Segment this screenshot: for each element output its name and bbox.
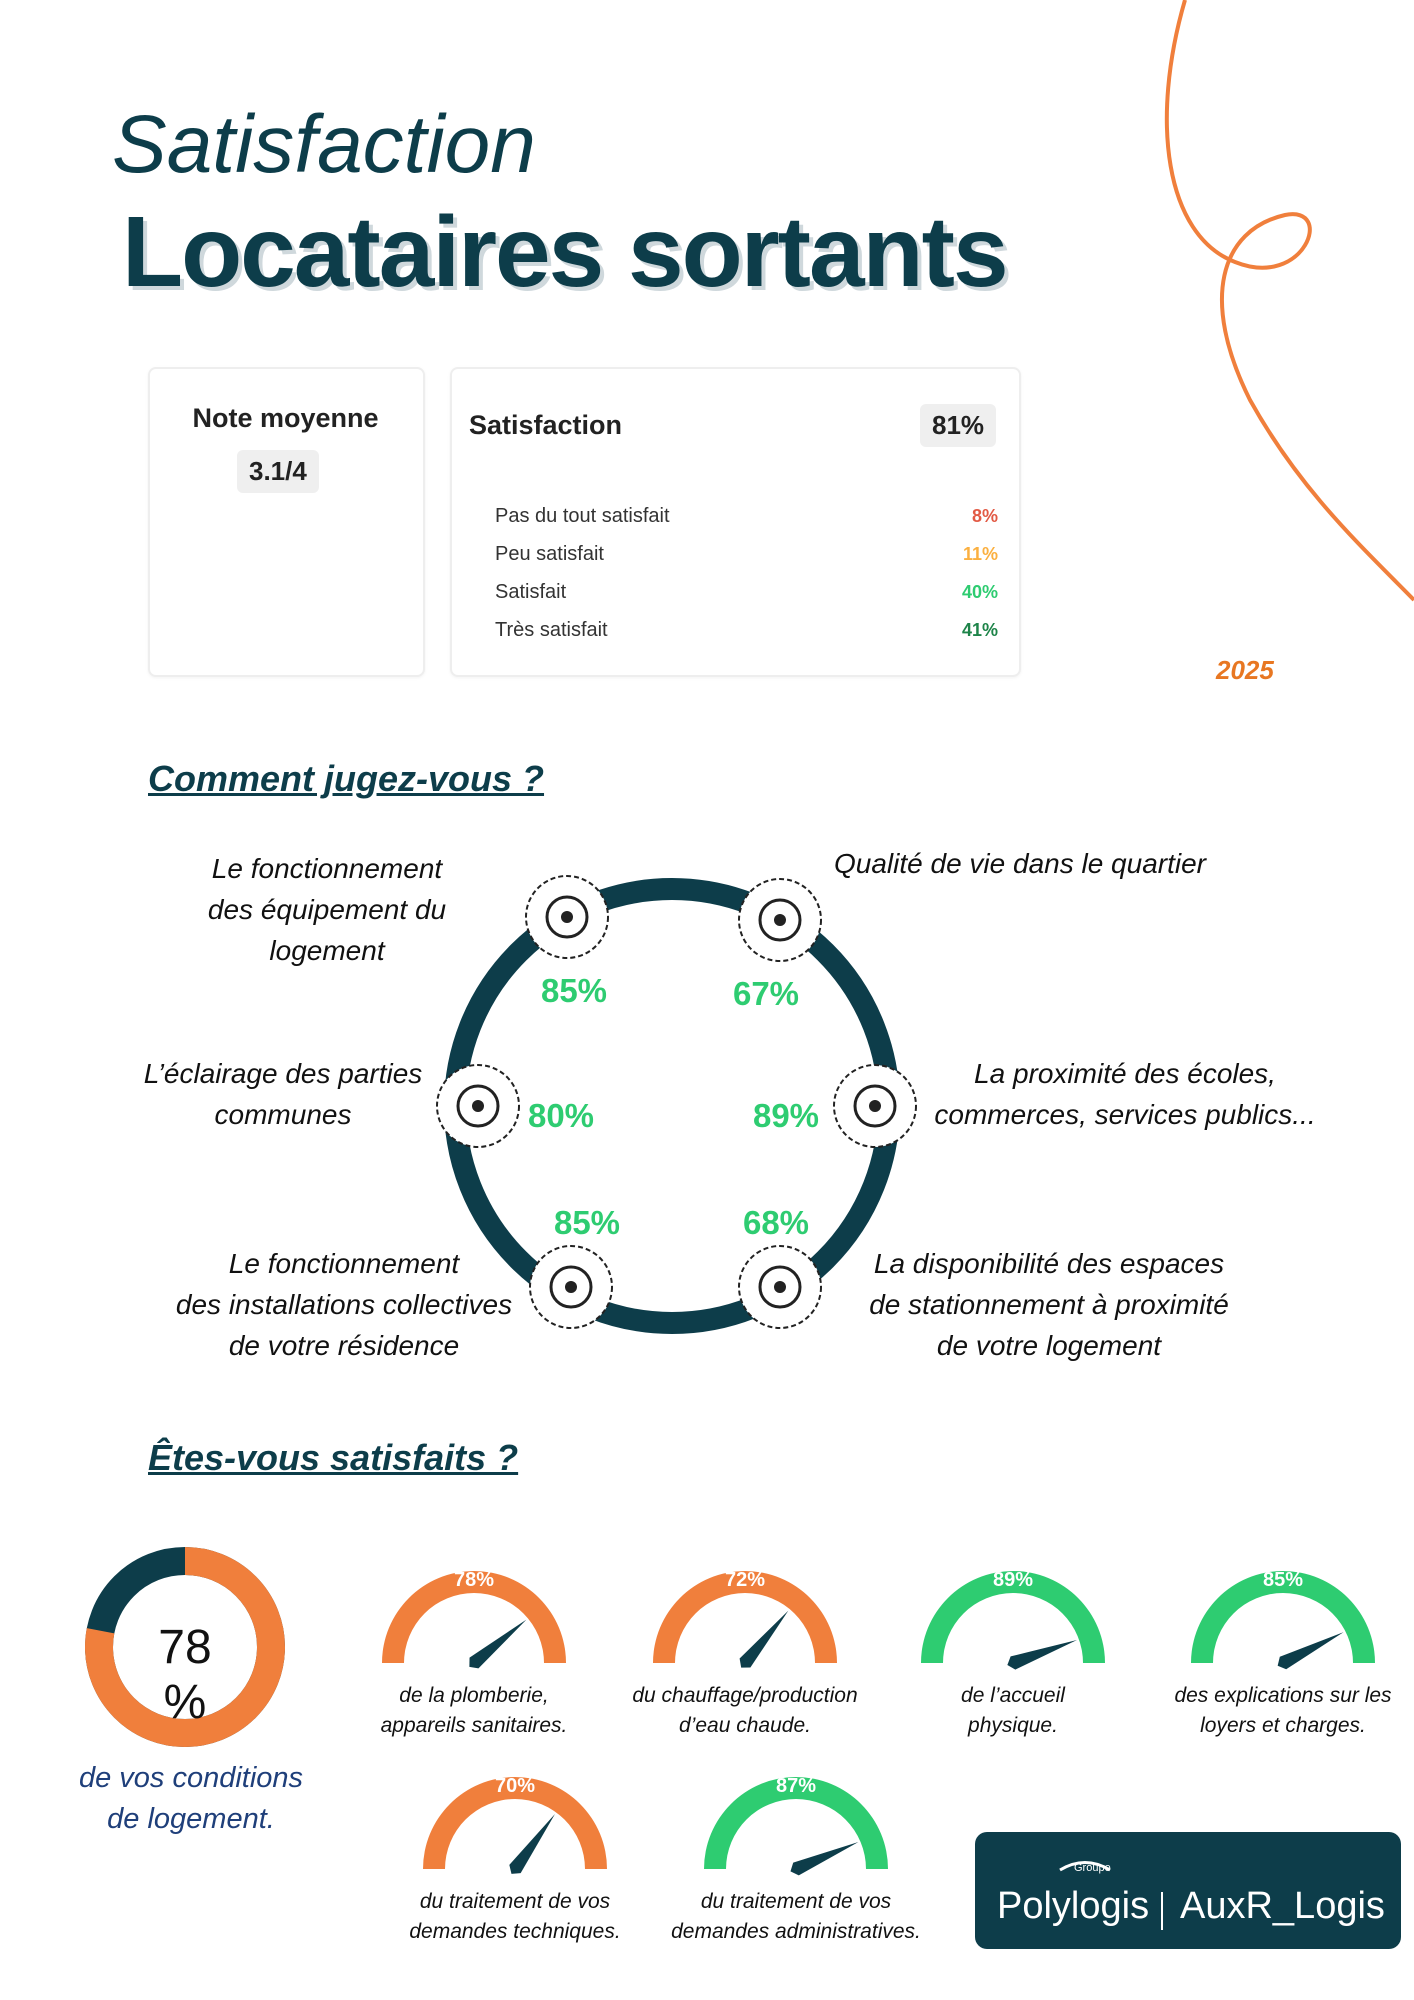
- satisfaction-title: Satisfaction: [469, 410, 623, 440]
- title: Locataires sortants: [122, 196, 1009, 308]
- gauge-needle: [1007, 1639, 1077, 1670]
- gauge-label: 89%: [992, 1569, 1034, 1591]
- gauge-label: 87%: [775, 1775, 817, 1797]
- note-title: Note moyenne: [192, 403, 379, 433]
- icon-dot: [774, 914, 786, 926]
- gauge-needle: [739, 1610, 789, 1668]
- legend-value: 11%: [962, 544, 998, 564]
- gauge-arc: [704, 1777, 888, 1869]
- icon-glyph: [545, 895, 589, 939]
- gauge-arc: [382, 1571, 566, 1663]
- legend-value: 41%: [961, 620, 998, 640]
- decor-curve: [1164, 0, 1414, 602]
- gauge-arc: [921, 1571, 1105, 1663]
- gauge-caption: du traitement de vos demandes techniques…: [409, 1890, 621, 1943]
- gauge-arc: [423, 1777, 607, 1869]
- satisfaction-total: 81%: [920, 404, 997, 447]
- icon-dot: [869, 1100, 881, 1112]
- note-card: [148, 367, 425, 677]
- year: 2025: [1216, 655, 1274, 685]
- item-text: Le fonctionnement des équipement du loge…: [207, 853, 447, 966]
- icon-dot: [565, 1281, 577, 1293]
- gauge-label: 85%: [1262, 1569, 1304, 1591]
- gauge-arc: [1191, 1571, 1375, 1663]
- donut-label: 78 %: [158, 1621, 212, 1729]
- logo-partner: AuxR_Logis: [1180, 1885, 1385, 1927]
- gauge-needle: [469, 1619, 527, 1669]
- logo-brand: Polylogis: [997, 1885, 1150, 1927]
- icon-glyph: [549, 1265, 593, 1309]
- item-percent: 80%: [527, 1097, 595, 1134]
- legend-value: 8%: [971, 506, 998, 526]
- legend-label: Peu satisfait: [495, 543, 604, 565]
- item-text: La disponibilité des espaces de stationn…: [869, 1248, 1229, 1361]
- note-value: 3.1/4: [237, 450, 319, 493]
- icon-dot: [774, 1281, 786, 1293]
- item-percent: 68%: [742, 1204, 810, 1241]
- section-title: Comment jugez-vous ?: [148, 758, 545, 799]
- icon-dot: [561, 911, 573, 923]
- gauge-caption: du traitement de vos demandes administra…: [671, 1890, 921, 1943]
- item-text: L’éclairage des parties communes: [143, 1058, 423, 1130]
- gauge-caption: des explications sur les loyers et charg…: [1174, 1684, 1392, 1737]
- item-text: Le fonctionnement des installations coll…: [175, 1248, 513, 1361]
- logo-group: Groupe: [1074, 1862, 1111, 1874]
- icon-glyph: [853, 1084, 897, 1128]
- item-percent: 85%: [553, 1204, 621, 1241]
- gauge-caption: du chauffage/production d’eau chaude.: [632, 1684, 858, 1737]
- item-text: Qualité de vie dans le quartier: [834, 848, 1206, 879]
- item-percent: 67%: [732, 975, 800, 1012]
- gauge-label: 78%: [453, 1569, 495, 1591]
- legend-value: 40%: [961, 582, 998, 602]
- icon-dot: [472, 1100, 484, 1112]
- gauge-needle: [509, 1813, 555, 1874]
- gauge-needle: [790, 1841, 859, 1876]
- legend-label: Très satisfait: [495, 619, 608, 641]
- icon-glyph: [758, 898, 802, 942]
- logo-arc: [1059, 1861, 1111, 1872]
- item-text: La proximité des écoles, commerces, serv…: [934, 1058, 1316, 1130]
- icon-glyph: [758, 1265, 802, 1309]
- donut-value: [85, 1547, 285, 1747]
- gauge-arc: [653, 1571, 837, 1663]
- gauge-needle: [1277, 1632, 1344, 1670]
- script-title: Satisfaction: [112, 99, 536, 190]
- gauge-caption: de la plomberie, appareils sanitaires.: [380, 1684, 568, 1737]
- legend-label: Satisfait: [495, 581, 567, 603]
- item-percent: 89%: [752, 1097, 820, 1134]
- gauge-caption: de l’accueil physique.: [961, 1684, 1065, 1737]
- gauge-label: 72%: [724, 1569, 766, 1591]
- icon-glyph: [456, 1084, 500, 1128]
- section-title: Êtes-vous satisfaits ?: [148, 1437, 519, 1478]
- item-percent: 85%: [540, 972, 608, 1009]
- legend-label: Pas du tout satisfait: [495, 505, 670, 527]
- gauge-label: 70%: [494, 1775, 536, 1797]
- donut-caption: de vos conditions de logement.: [78, 1762, 304, 1835]
